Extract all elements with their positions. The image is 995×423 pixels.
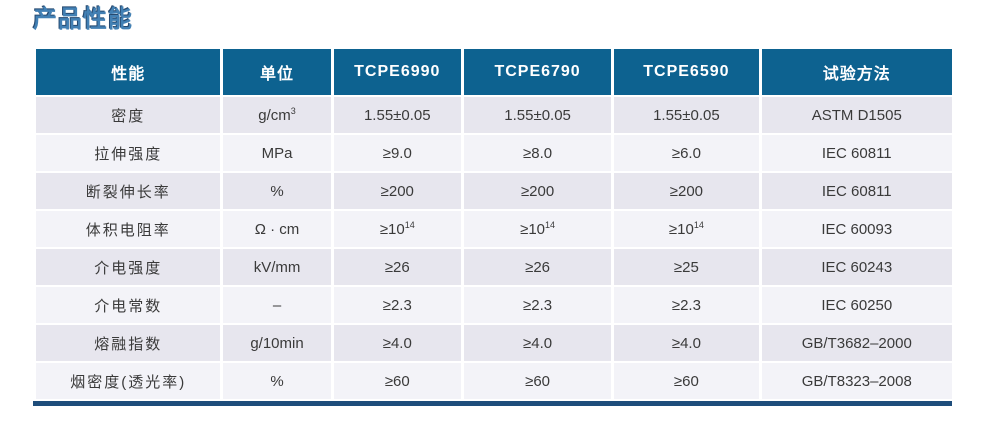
- value-cell-tcpe6590: ≥25: [614, 249, 759, 285]
- superscript: 14: [404, 219, 415, 230]
- spec-table-header: 性能 单位 TCPE6990 TCPE6790 TCPE6590 试验方法: [36, 49, 952, 95]
- table-body: 密度 g/cm3 1.55±0.05 1.55±0.05 1.55±0.05 ASTM D…: [36, 97, 952, 399]
- table-row: 密度 g/cm3 1.55±0.05 1.55±0.05 1.55±0.05 ASTM D…: [36, 97, 952, 133]
- value-cell-tcpe6790: 1.55±0.05: [463, 97, 612, 133]
- superscript: 14: [545, 219, 556, 230]
- value-cell-tcpe6990: ≥1014: [333, 211, 461, 247]
- header-property: 性能: [36, 49, 221, 95]
- superscript: 14: [693, 219, 704, 230]
- header-unit: 单位: [223, 49, 331, 95]
- table-row: 体积电阻率 Ω · cm ≥1014 ≥1014 ≥1014 IEC 60093: [36, 211, 952, 247]
- value-cell-tcpe6790: ≥8.0: [463, 135, 612, 171]
- superscript: 3: [290, 105, 296, 116]
- header-test-method: 试验方法: [761, 49, 952, 95]
- table-bottom-border: [33, 401, 952, 406]
- value-cell-tcpe6990: ≥9.0: [333, 135, 461, 171]
- unit-cell: –: [223, 287, 331, 323]
- value-cell-tcpe6990: ≥2.3: [333, 287, 461, 323]
- method-cell: ASTM D1505: [761, 97, 952, 133]
- property-cell: 拉伸强度: [36, 135, 221, 171]
- value-cell-tcpe6990: ≥200: [333, 173, 461, 209]
- table-row: 介电强度 kV/mm ≥26 ≥26 ≥25 IEC 60243: [36, 249, 952, 285]
- unit-cell: Ω · cm: [223, 211, 331, 247]
- table-row: 断裂伸长率% ≥200 ≥200 ≥200 IEC 60811: [36, 173, 952, 209]
- value-cell-tcpe6790: ≥200: [463, 173, 612, 209]
- value-cell-tcpe6590: ≥60: [614, 363, 759, 399]
- unit-cell: g/cm3: [223, 97, 331, 133]
- value-cell-tcpe6990: ≥26: [333, 249, 461, 285]
- property-cell: 介电强度: [36, 249, 221, 285]
- value-cell-tcpe6990: 1.55±0.05: [333, 97, 461, 133]
- value-cell-tcpe6990: ≥4.0: [333, 325, 461, 361]
- header-tcpe6590: TCPE6590: [614, 49, 759, 95]
- value-cell-tcpe6790: ≥60: [463, 363, 612, 399]
- table-row: 介电常数 – ≥2.3 ≥2.3 ≥2.3 IEC 60250: [36, 287, 952, 323]
- value-cell-tcpe6590: 1.55±0.05: [614, 97, 759, 133]
- property-cell: 密度: [36, 97, 221, 133]
- page-title: 产品性能: [33, 6, 133, 33]
- method-cell: GB/T8323–2008: [761, 363, 952, 399]
- property-cell: 介电常数: [36, 287, 221, 323]
- unit-cell: kV/mm: [223, 249, 331, 285]
- unit-cell: g/10min: [223, 325, 331, 361]
- value-cell-tcpe6590: ≥2.3: [614, 287, 759, 323]
- value-cell-tcpe6790: ≥1014: [463, 211, 612, 247]
- table-row: 烟密度(透光率)% ≥60 ≥60 ≥60 GB/T8323–2008: [36, 363, 952, 399]
- header-tcpe6990: TCPE6990: [333, 49, 461, 95]
- header-row: 性能 单位 TCPE6990 TCPE6790 TCPE6590 试验方法: [36, 49, 952, 95]
- property-cell: 体积电阻率: [36, 211, 221, 247]
- method-cell: GB/T3682–2000: [761, 325, 952, 361]
- value-cell-tcpe6990: ≥60: [333, 363, 461, 399]
- property-cell: 熔融指数: [36, 325, 221, 361]
- table-row: 拉伸强度 MPa ≥9.0 ≥8.0 ≥6.0 IEC 60811: [36, 135, 952, 171]
- method-cell: IEC 60243: [761, 249, 952, 285]
- unit-cell: %: [223, 363, 331, 399]
- method-cell: IEC 60250: [761, 287, 952, 323]
- header-tcpe6790: TCPE6790: [463, 49, 612, 95]
- value-cell-tcpe6790: ≥26: [463, 249, 612, 285]
- value-cell-tcpe6590: ≥200: [614, 173, 759, 209]
- value-cell-tcpe6790: ≥4.0: [463, 325, 612, 361]
- spec-table: 性能 单位 TCPE6990 TCPE6790 TCPE6590 试验方法 密度…: [33, 47, 955, 401]
- value-cell-tcpe6790: ≥2.3: [463, 287, 612, 323]
- table-row: 熔融指数 g/10min ≥4.0 ≥4.0 ≥4.0 GB/T3682–2000: [36, 325, 952, 361]
- property-cell: 断裂伸长率: [36, 173, 221, 209]
- method-cell: IEC 60811: [761, 135, 952, 171]
- method-cell: IEC 60811: [761, 173, 952, 209]
- value-cell-tcpe6590: ≥4.0: [614, 325, 759, 361]
- unit-cell: MPa: [223, 135, 331, 171]
- value-cell-tcpe6590: ≥1014: [614, 211, 759, 247]
- property-cell: 烟密度(透光率): [36, 363, 221, 399]
- unit-cell: %: [223, 173, 331, 209]
- method-cell: IEC 60093: [761, 211, 952, 247]
- value-cell-tcpe6590: ≥6.0: [614, 135, 759, 171]
